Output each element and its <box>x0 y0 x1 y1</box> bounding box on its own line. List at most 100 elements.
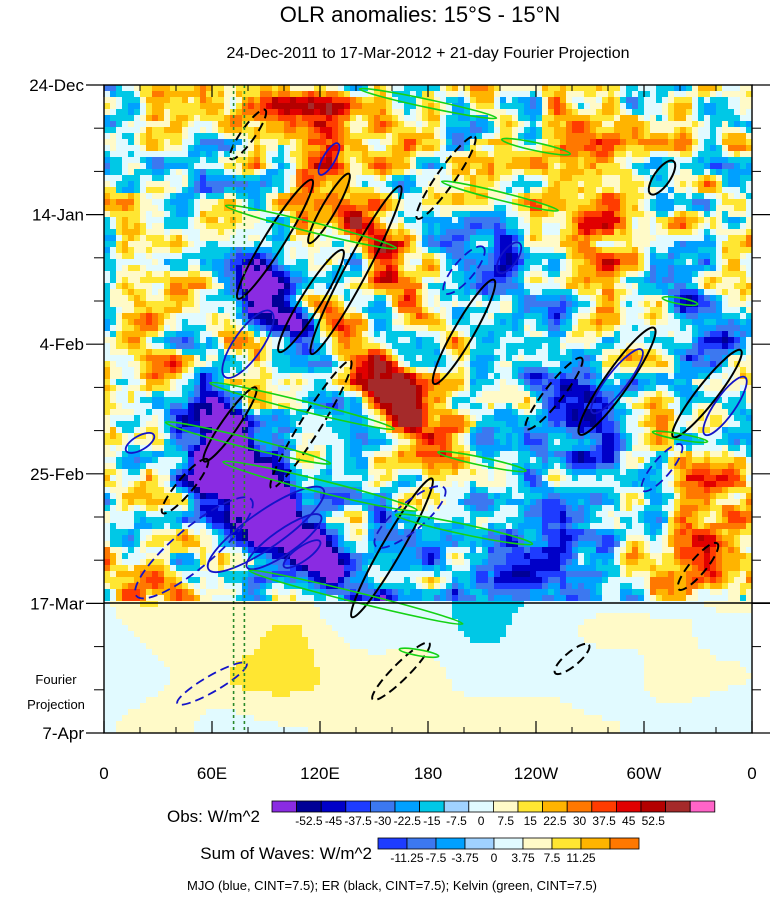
olr-cell <box>302 229 309 236</box>
olr-cell <box>380 85 387 92</box>
olr-cell <box>314 217 321 224</box>
olr-cell <box>728 169 735 176</box>
olr-cell <box>746 295 752 302</box>
olr-cell <box>380 175 387 182</box>
olr-cell <box>518 337 525 344</box>
olr-cell <box>548 169 555 176</box>
olr-cell <box>320 229 327 236</box>
olr-cell <box>110 361 117 368</box>
olr-cell <box>602 229 609 236</box>
olr-cell <box>194 163 201 170</box>
olr-cell <box>614 325 621 332</box>
olr-cell <box>440 313 447 320</box>
olr-cell <box>464 199 471 206</box>
olr-cell <box>368 295 375 302</box>
olr-cell <box>440 115 447 122</box>
olr-cell <box>452 283 459 290</box>
olr-cell <box>494 193 501 200</box>
olr-cell <box>374 235 381 242</box>
olr-cell <box>314 223 321 230</box>
olr-cell <box>674 337 681 344</box>
olr-cell <box>152 97 159 104</box>
olr-cell <box>680 121 687 128</box>
olr-cell <box>110 139 117 146</box>
olr-cell <box>362 259 369 266</box>
olr-cell <box>704 355 711 362</box>
olr-cell <box>692 355 699 362</box>
olr-cell <box>716 205 723 212</box>
olr-cell <box>110 103 117 110</box>
olr-cell <box>212 145 219 152</box>
olr-cell <box>644 97 651 104</box>
olr-cell <box>218 121 225 128</box>
olr-cell <box>638 175 645 182</box>
olr-cell <box>146 85 153 92</box>
olr-cell <box>626 355 633 362</box>
olr-cell <box>434 289 441 296</box>
olr-cell <box>446 91 453 98</box>
olr-cell <box>410 175 417 182</box>
olr-cell <box>386 337 393 344</box>
olr-cell <box>404 259 411 266</box>
olr-cell <box>152 91 159 98</box>
olr-cell <box>260 211 267 218</box>
olr-cell <box>170 151 177 158</box>
olr-cell <box>692 163 699 170</box>
olr-cell <box>200 289 207 296</box>
olr-cell <box>494 139 501 146</box>
olr-cell <box>398 331 405 338</box>
olr-cell <box>344 331 351 338</box>
olr-cell <box>212 181 219 188</box>
olr-cell <box>428 91 435 98</box>
olr-cell <box>476 199 483 206</box>
olr-cell <box>608 139 615 146</box>
olr-cell <box>728 325 735 332</box>
olr-cell <box>272 265 279 272</box>
olr-cell <box>596 121 603 128</box>
olr-cell <box>482 205 489 212</box>
olr-cell <box>158 163 165 170</box>
olr-cell <box>392 283 399 290</box>
olr-cell <box>716 343 723 350</box>
olr-cell <box>296 211 303 218</box>
olr-cell <box>476 193 483 200</box>
olr-cell <box>422 283 429 290</box>
olr-cell <box>314 277 321 284</box>
olr-cell <box>368 145 375 152</box>
olr-cell <box>536 217 543 224</box>
olr-cell <box>476 229 483 236</box>
olr-cell <box>488 217 495 224</box>
olr-cell <box>194 127 201 134</box>
olr-cell <box>230 97 237 104</box>
olr-cell <box>554 247 561 254</box>
olr-cell <box>668 169 675 176</box>
olr-cell <box>440 325 447 332</box>
olr-cell <box>416 121 423 128</box>
olr-cell <box>392 259 399 266</box>
olr-cell <box>428 133 435 140</box>
olr-cell <box>614 337 621 344</box>
olr-cell <box>524 271 531 278</box>
olr-cell <box>482 313 489 320</box>
olr-cell <box>392 253 399 260</box>
olr-cell <box>254 223 261 230</box>
olr-cell <box>692 127 699 134</box>
olr-cell <box>206 349 213 356</box>
olr-cell <box>566 157 573 164</box>
olr-cell <box>464 331 471 338</box>
olr-cell <box>122 235 129 242</box>
olr-cell <box>338 223 345 230</box>
olr-cell <box>248 319 255 326</box>
olr-cell <box>272 241 279 248</box>
olr-cell <box>110 115 117 122</box>
olr-cell <box>326 97 333 104</box>
olr-cell <box>500 205 507 212</box>
olr-cell <box>104 157 111 164</box>
olr-cell <box>494 181 501 188</box>
olr-cell <box>242 355 249 362</box>
olr-cell <box>134 97 141 104</box>
olr-cell <box>614 91 621 98</box>
olr-cell <box>308 127 315 134</box>
olr-cell <box>158 223 165 230</box>
olr-cell <box>236 223 243 230</box>
